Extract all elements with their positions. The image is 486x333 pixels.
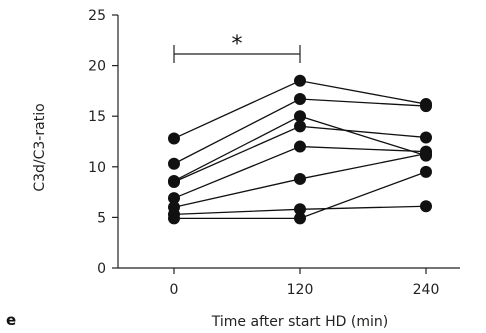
y-tick-label: 0 xyxy=(97,261,106,277)
data-point xyxy=(420,131,432,144)
y-axis-title: C3d/C3-ratio xyxy=(32,103,48,191)
x-tick-label: 0 xyxy=(170,282,179,298)
data-point xyxy=(168,157,180,170)
data-point xyxy=(294,92,306,105)
significance-label: * xyxy=(232,32,243,57)
series-group xyxy=(168,74,432,225)
axes: 0 5 10 15 20 25 0 120 240 xyxy=(88,8,460,298)
data-point xyxy=(420,100,432,113)
data-point xyxy=(168,175,180,188)
data-point xyxy=(420,165,432,178)
y-tick-label: 15 xyxy=(88,109,106,125)
panel-label: e xyxy=(6,311,16,329)
data-point xyxy=(294,212,306,225)
data-point xyxy=(168,132,180,145)
data-point xyxy=(420,147,432,160)
data-point xyxy=(294,203,306,216)
x-tick-label: 120 xyxy=(287,282,314,298)
annotations: C3d/C3-ratio Time after start HD (min) e… xyxy=(6,32,388,330)
data-point xyxy=(294,110,306,123)
data-point xyxy=(294,140,306,153)
series-line xyxy=(173,145,427,199)
x-axis-title: Time after start HD (min) xyxy=(211,314,388,330)
data-point xyxy=(294,120,306,133)
x-tick-label: 240 xyxy=(413,282,440,298)
y-tick-label: 5 xyxy=(97,210,106,226)
data-point xyxy=(420,200,432,213)
y-tick-label: 20 xyxy=(88,59,106,75)
data-point xyxy=(294,74,306,87)
data-point xyxy=(168,212,180,225)
y-tick-label: 10 xyxy=(88,160,106,176)
data-point xyxy=(168,192,180,205)
y-tick-label: 25 xyxy=(88,8,106,24)
data-point xyxy=(294,172,306,185)
